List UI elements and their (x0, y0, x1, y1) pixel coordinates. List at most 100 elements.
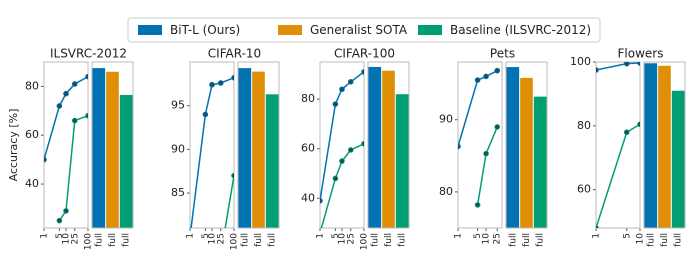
x-tick-label: 10 (62, 233, 72, 245)
data-point (202, 111, 209, 118)
x-tick-label: 5 (201, 233, 211, 239)
x-tick-label: full (646, 233, 656, 247)
data-point (494, 124, 501, 130)
legend-swatch (278, 25, 302, 35)
x-tick-label: 1 (40, 233, 50, 239)
panel-title: ILSVRC-2012 (50, 47, 127, 61)
x-tick-label: full (508, 233, 518, 247)
y-tick-label: 90 (171, 142, 185, 155)
plot-area (458, 67, 501, 208)
y-tick-label: 80 (25, 79, 39, 92)
x-tick-label: 1 (316, 233, 326, 239)
data-point (332, 101, 339, 107)
bar (658, 65, 671, 228)
data-point (339, 158, 345, 164)
x-tick-label: 5 (55, 233, 65, 239)
data-point (494, 67, 501, 74)
series-line (596, 123, 640, 228)
bar-frame (91, 61, 134, 229)
y-axis-label: Accuracy [%] (7, 109, 20, 182)
plot-frame (457, 61, 503, 229)
y-tick-label: 80 (439, 185, 453, 198)
bar (119, 94, 133, 229)
data-point (637, 62, 640, 66)
data-point (231, 172, 234, 179)
legend-label: Generalist SOTA (310, 23, 408, 37)
panel-title: Pets (490, 47, 515, 61)
x-tick-label: full (240, 233, 250, 247)
plot-area (190, 74, 234, 257)
data-point (63, 208, 69, 214)
x-tick-label: full (254, 233, 264, 247)
x-tick-label: 10 (636, 233, 646, 245)
x-tick-label: 5 (473, 233, 483, 239)
bar (671, 90, 685, 228)
y-tick-label: 90 (439, 113, 453, 126)
data-point (637, 121, 640, 128)
x-tick-label: full (122, 233, 132, 247)
x-tick-label: 100 (84, 233, 94, 250)
bar (238, 68, 252, 229)
bar (382, 70, 395, 229)
x-tick-label: 25 (346, 233, 356, 244)
bar (92, 68, 106, 229)
y-tick-label: 60 (577, 183, 591, 196)
panel-title: CIFAR-100 (334, 47, 395, 61)
y-tick-label: 85 (171, 186, 185, 199)
data-point (474, 202, 481, 208)
x-tick-label: 1 (186, 233, 196, 239)
bar-frame (367, 61, 410, 229)
x-tick-label: full (384, 233, 394, 247)
x-tick-label: 10 (208, 233, 218, 245)
legend-label: Baseline (ILSVRC-2012) (450, 23, 591, 37)
x-tick-label: 1 (454, 233, 464, 239)
data-point (71, 117, 78, 124)
x-tick-label: full (94, 233, 104, 247)
legend-swatch (138, 25, 162, 35)
data-point (44, 156, 47, 163)
data-point (596, 67, 599, 73)
y-tick-label: 95 (171, 99, 185, 112)
x-tick-label: 5 (622, 233, 632, 239)
x-tick-label: full (674, 233, 684, 247)
x-tick-label: 100 (360, 233, 370, 250)
data-point (361, 140, 364, 147)
bar (368, 66, 382, 228)
x-tick-label: full (108, 233, 118, 247)
plot-frame (595, 61, 641, 229)
x-tick-label: 25 (493, 233, 503, 244)
data-point (474, 77, 481, 83)
series-line (458, 69, 498, 147)
x-tick-label: full (370, 233, 380, 247)
data-point (623, 129, 630, 136)
data-point (320, 197, 323, 204)
plot-area (44, 73, 88, 224)
bar (506, 67, 520, 228)
y-tick-label: 80 (577, 119, 591, 132)
plot-area (320, 69, 364, 228)
x-tick-label: 1 (592, 233, 602, 239)
data-point (332, 175, 339, 182)
data-point (217, 80, 224, 86)
bar (520, 77, 533, 228)
data-point (483, 73, 489, 80)
data-point (71, 81, 78, 87)
y-tick-label: 80 (301, 92, 315, 105)
bar (533, 96, 547, 228)
data-point (218, 252, 223, 257)
plot-area (596, 62, 640, 228)
data-point (458, 143, 461, 150)
x-tick-label: full (268, 233, 278, 247)
bar (252, 71, 265, 228)
series-line (224, 175, 234, 228)
y-tick-label: 40 (25, 177, 39, 190)
series-line (596, 62, 640, 71)
data-point (209, 81, 215, 88)
data-point (483, 150, 489, 157)
y-tick-label: 60 (301, 142, 315, 155)
data-point (596, 225, 599, 228)
data-point (347, 79, 354, 85)
data-point (63, 90, 69, 97)
